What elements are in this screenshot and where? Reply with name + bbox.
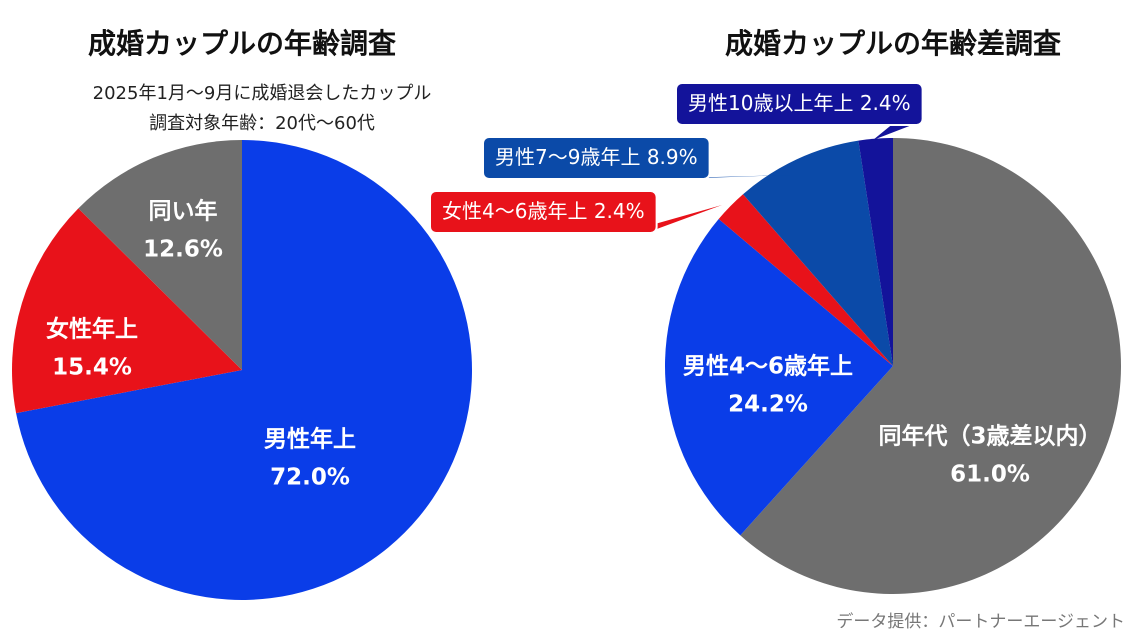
value-label: 72.0%: [270, 465, 350, 491]
pie-slice: [664, 219, 893, 536]
pie-slice: [12, 208, 243, 414]
callout: 男性10歳以上年上 2.4%: [675, 82, 924, 140]
value-label: 61.0%: [950, 462, 1030, 488]
slice-label: 男性7〜9歳年上: [495, 145, 640, 169]
slice-label: 同い年: [149, 198, 218, 225]
callout-pointer: [873, 124, 915, 140]
slice-label: 男性4〜6歳年上: [683, 353, 853, 380]
value-label: 8.9%: [647, 145, 698, 169]
callout-label: 女性4〜6歳年上 2.4%: [442, 199, 645, 223]
callout: 男性7〜9歳年上 8.9%: [482, 136, 790, 180]
chart-subtitle: 2025年1月〜9月に成婚退会したカップル: [93, 83, 432, 104]
slice-label: 同年代（3歳差以内）: [878, 423, 1101, 450]
slice-label: 男性年上: [264, 426, 356, 453]
callout-box: [675, 82, 924, 126]
value-label: 24.2%: [728, 392, 808, 418]
value-label: 15.4%: [52, 355, 132, 381]
pie-slice: [743, 140, 893, 366]
callout-box: [429, 190, 658, 234]
chart-title: 成婚カップルの年齢調査: [88, 27, 396, 60]
source-note: データ提供：パートナーエージェント: [836, 611, 1125, 632]
slice-label: 男性10歳以上年上: [688, 91, 853, 115]
callout-box: [482, 136, 711, 180]
chart-subtitle: 調査対象年齢：20代〜60代: [149, 113, 375, 134]
callout: 女性4〜6歳年上 2.4%: [429, 190, 722, 234]
callout-label: 男性7〜9歳年上 8.9%: [495, 145, 698, 169]
pie-slice: [78, 140, 242, 370]
value-label: 2.4%: [860, 91, 911, 115]
callout-label: 男性10歳以上年上 2.4%: [688, 91, 911, 115]
chart-title: 成婚カップルの年齢差調査: [725, 27, 1061, 60]
value-label: 2.4%: [594, 199, 645, 223]
slice-label: 女性4〜6歳年上: [442, 199, 587, 223]
pie-slice: [718, 194, 893, 366]
pie-slice: [16, 140, 472, 600]
pie-slice: [858, 138, 893, 366]
pie-slice: [740, 138, 1122, 595]
slice-label: 女性年上: [46, 316, 138, 343]
value-label: 12.6%: [143, 237, 223, 263]
